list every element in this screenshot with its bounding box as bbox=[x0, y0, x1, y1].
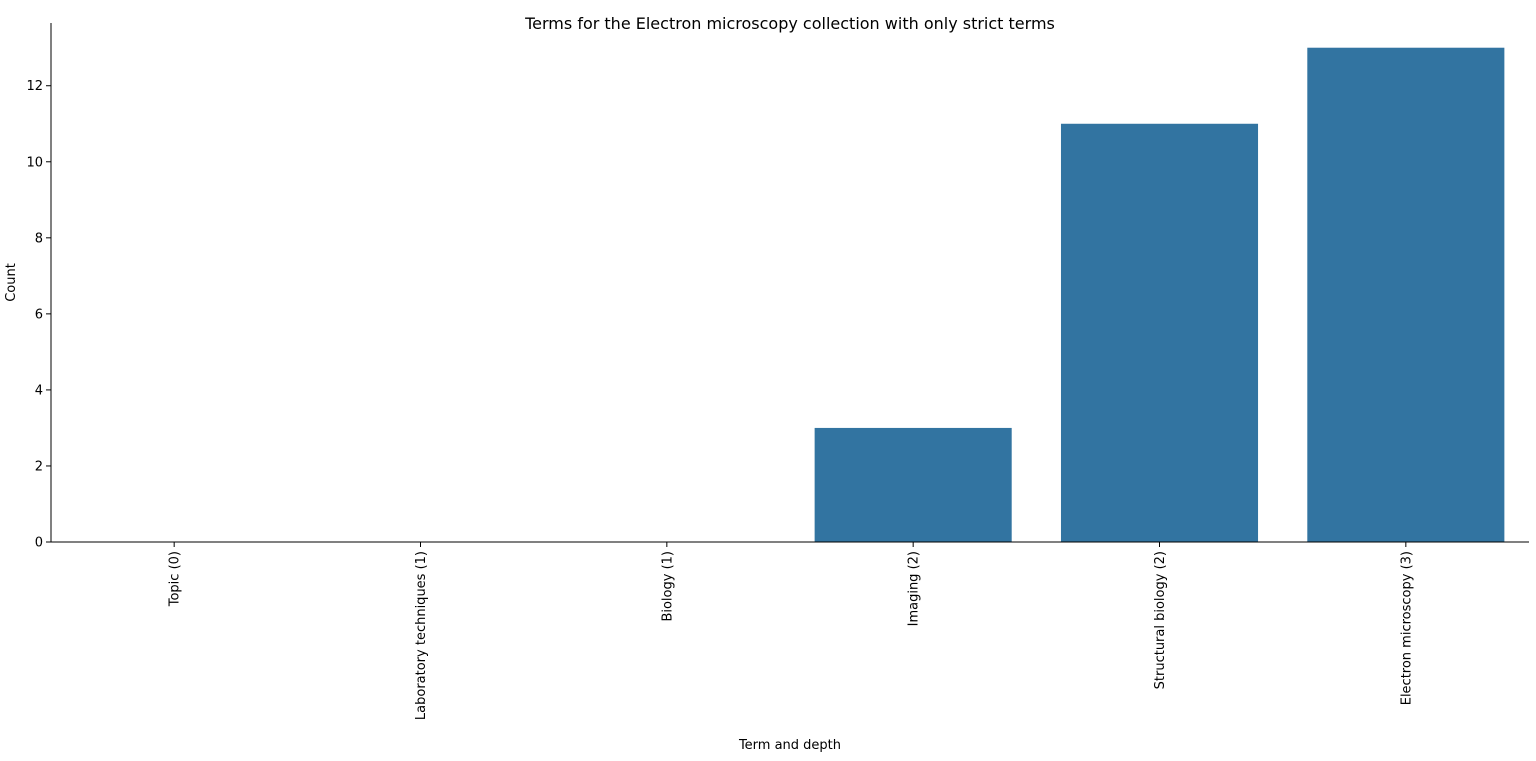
y-axis-label: Count bbox=[4, 263, 19, 302]
x-tick-label-4: Structural biology (2) bbox=[1153, 551, 1168, 689]
x-tick-label-3: Imaging (2) bbox=[907, 551, 922, 626]
x-tick-label-1: Laboratory techniques (1) bbox=[414, 551, 429, 720]
x-tick-label-0: Topic (0) bbox=[168, 551, 183, 607]
y-tick-label-2: 4 bbox=[35, 383, 43, 398]
bar-3 bbox=[814, 427, 1012, 542]
y-tick-label-0: 0 bbox=[35, 536, 43, 551]
x-tick-label-5: Electron microscopy (3) bbox=[1399, 551, 1414, 705]
bar-4 bbox=[1060, 123, 1259, 542]
y-axis-ticks: 0 2 4 6 8 10 12 bbox=[26, 79, 51, 551]
x-axis-label: Term and depth bbox=[738, 738, 841, 753]
bars-layer bbox=[814, 47, 1505, 543]
y-tick-label-6: 12 bbox=[26, 79, 43, 94]
chart-title: Terms for the Electron microscopy collec… bbox=[524, 14, 1055, 33]
x-tick-label-2: Biology (1) bbox=[660, 551, 675, 622]
y-tick-label-1: 2 bbox=[35, 459, 43, 474]
x-axis-ticks: Topic (0) Laboratory techniques (1) Biolog… bbox=[168, 542, 1414, 720]
y-tick-label-3: 6 bbox=[35, 307, 43, 322]
y-tick-label-5: 10 bbox=[26, 155, 43, 170]
y-tick-label-4: 8 bbox=[35, 231, 43, 246]
bar-5 bbox=[1307, 47, 1505, 543]
